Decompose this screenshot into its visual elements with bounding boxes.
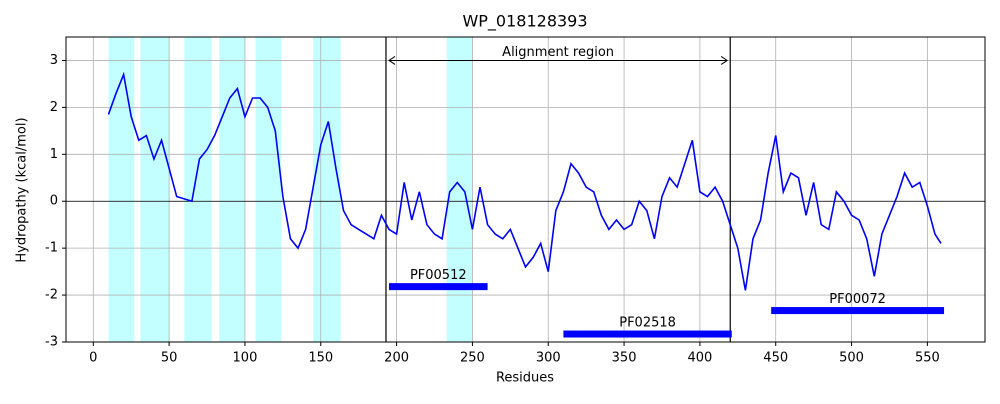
arrow-head	[388, 56, 396, 65]
y-tick-label: 0	[50, 194, 58, 209]
region	[140, 37, 170, 342]
y-tick-label: 2	[50, 100, 58, 115]
y-tick-label: 1	[50, 147, 58, 162]
domain-bar	[771, 307, 945, 315]
region	[446, 37, 473, 342]
arrow-head	[720, 56, 729, 65]
y-tick-label: -1	[45, 241, 58, 256]
region	[108, 37, 135, 342]
y-tick-label: -2	[45, 288, 58, 303]
domain-bar	[389, 283, 488, 291]
x-axis-label: Residues	[496, 371, 554, 386]
y-axis-label: Hydropathy (kcal/mol)	[15, 117, 30, 262]
domain-bar	[563, 330, 732, 338]
chart-title: WP_018128393	[462, 12, 587, 32]
domain-label: PF00512	[410, 268, 467, 283]
x-tick-label: 400	[687, 351, 712, 366]
y-tick-label: -3	[45, 335, 58, 350]
x-tick-label: 200	[384, 351, 409, 366]
x-tick-label: 250	[460, 351, 485, 366]
x-tick-label: 350	[612, 351, 637, 366]
y-tick-label: 3	[50, 53, 58, 68]
annotation-text: Alignment region	[502, 45, 614, 60]
region	[255, 37, 282, 342]
hydropathy-line	[107, 71, 942, 291]
domain-label: PF00072	[829, 292, 886, 307]
x-tick-label: 550	[915, 351, 940, 366]
x-tick-label: 100	[233, 351, 258, 366]
plot-frame	[65, 36, 986, 343]
region	[313, 37, 341, 342]
x-tick-label: 50	[161, 351, 178, 366]
x-tick-label: 0	[89, 351, 97, 366]
x-tick-label: 300	[536, 351, 561, 366]
x-tick-label: 500	[839, 351, 864, 366]
x-tick-label: 150	[308, 351, 333, 366]
domain-label: PF02518	[619, 316, 676, 331]
region	[219, 37, 245, 342]
x-tick-label: 450	[763, 351, 788, 366]
region	[184, 37, 212, 342]
